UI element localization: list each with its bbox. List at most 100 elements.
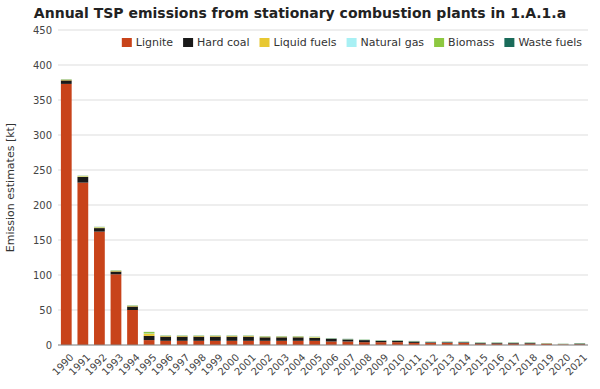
bar-segment [94,226,105,227]
legend-label: Lignite [136,36,174,49]
bar-segment [243,335,254,336]
bar-segment [160,335,171,336]
bar-segment [458,341,469,342]
bar-segment [309,336,320,337]
bar-segment [342,338,353,339]
bar-segment [309,336,320,337]
bar-segment [144,333,155,334]
legend-item: Biomass [434,36,495,49]
bar-segment [326,338,337,339]
bar-segment [392,340,403,341]
bar-segment [392,341,403,342]
y-tick-label: 350 [33,95,52,106]
bar-segment [193,341,204,345]
chart: Annual TSP emissions from stationary com… [0,0,600,389]
bar-segment [111,274,122,345]
bar-segment [574,343,585,344]
bar-segment [359,339,370,340]
bar-segment [260,341,271,345]
legend-swatch [183,38,193,47]
bar-segment [442,341,453,342]
y-tick-label: 400 [33,60,52,71]
grid-line [58,345,588,346]
bar-segment [77,176,88,177]
bar-segment [541,343,552,344]
legend-swatch [260,38,270,47]
bar-segment [160,335,171,336]
bar-segment [227,335,238,336]
bar-segment [492,342,503,344]
bar-segment [409,341,420,342]
grid-line [58,170,588,171]
x-axis-line [58,345,588,346]
bar-segment [359,340,370,341]
grid-line [58,135,588,136]
bar-segment [193,337,204,341]
bar-segment [574,343,585,344]
bar-segment [541,343,552,344]
bar-segment [243,335,254,336]
bar-segment [210,337,221,341]
bar-segment [210,335,221,336]
bar-segment [210,341,221,345]
bar-segment [409,341,420,342]
legend-label: Liquid fuels [274,36,337,49]
legend-item: Waste fuels [504,36,582,49]
legend-label: Waste fuels [518,36,582,49]
bar-segment [243,335,254,336]
bar-segment [144,334,155,336]
bar-segment [94,227,105,229]
bar-segment [177,335,188,337]
bar-segment [309,341,320,345]
bar-segment [293,337,304,341]
bar-segment [525,342,536,343]
bar-segment [227,335,238,337]
bar-segment [61,79,72,81]
bar-segment [260,336,271,338]
bar-segment [525,342,536,343]
bar-segment [458,341,469,342]
bar-segment [293,336,304,337]
bar-segment [276,336,287,337]
bar-segment [359,339,370,340]
bar-segment [160,335,171,337]
y-tick-label: 200 [33,200,52,211]
bar-segment [326,342,337,346]
bar-segment [177,335,188,336]
bar-segment [342,339,353,341]
bar-segment [127,305,138,307]
bar-segment [177,341,188,345]
y-axis-label: Emission estimates [kt] [4,123,17,252]
bar-segment [94,228,105,232]
bar-segment [227,335,238,336]
bar-segment [442,342,453,343]
bar-segment [326,338,337,339]
bar-segment [442,341,453,342]
legend: LigniteHard coalLiquid fuelsNatural gasB… [119,34,585,51]
bar-segment [475,342,486,343]
bar-segment [193,335,204,336]
bar-segment [276,336,287,337]
legend-swatch [347,38,357,47]
bar-segment [160,335,171,336]
bar-segment [442,341,453,342]
bar-segment [276,337,287,341]
bar-segment [425,341,436,342]
bar-segment [177,335,188,336]
bar-segment [243,337,254,341]
grid [58,30,588,345]
bar-segment [144,332,155,333]
bar-segment [409,341,420,342]
bar-segment [508,342,519,343]
bar-segment [210,335,221,336]
bar-segment [574,343,585,344]
bar-segment [458,341,469,342]
bar-segment [442,342,453,344]
bar-segment [144,340,155,345]
bar-segment [144,331,155,332]
y-tick-label: 450 [33,25,52,36]
bar-segment [193,335,204,336]
bar-segment [77,177,88,183]
legend-item: Hard coal [183,36,249,49]
bar-segment [508,342,519,343]
